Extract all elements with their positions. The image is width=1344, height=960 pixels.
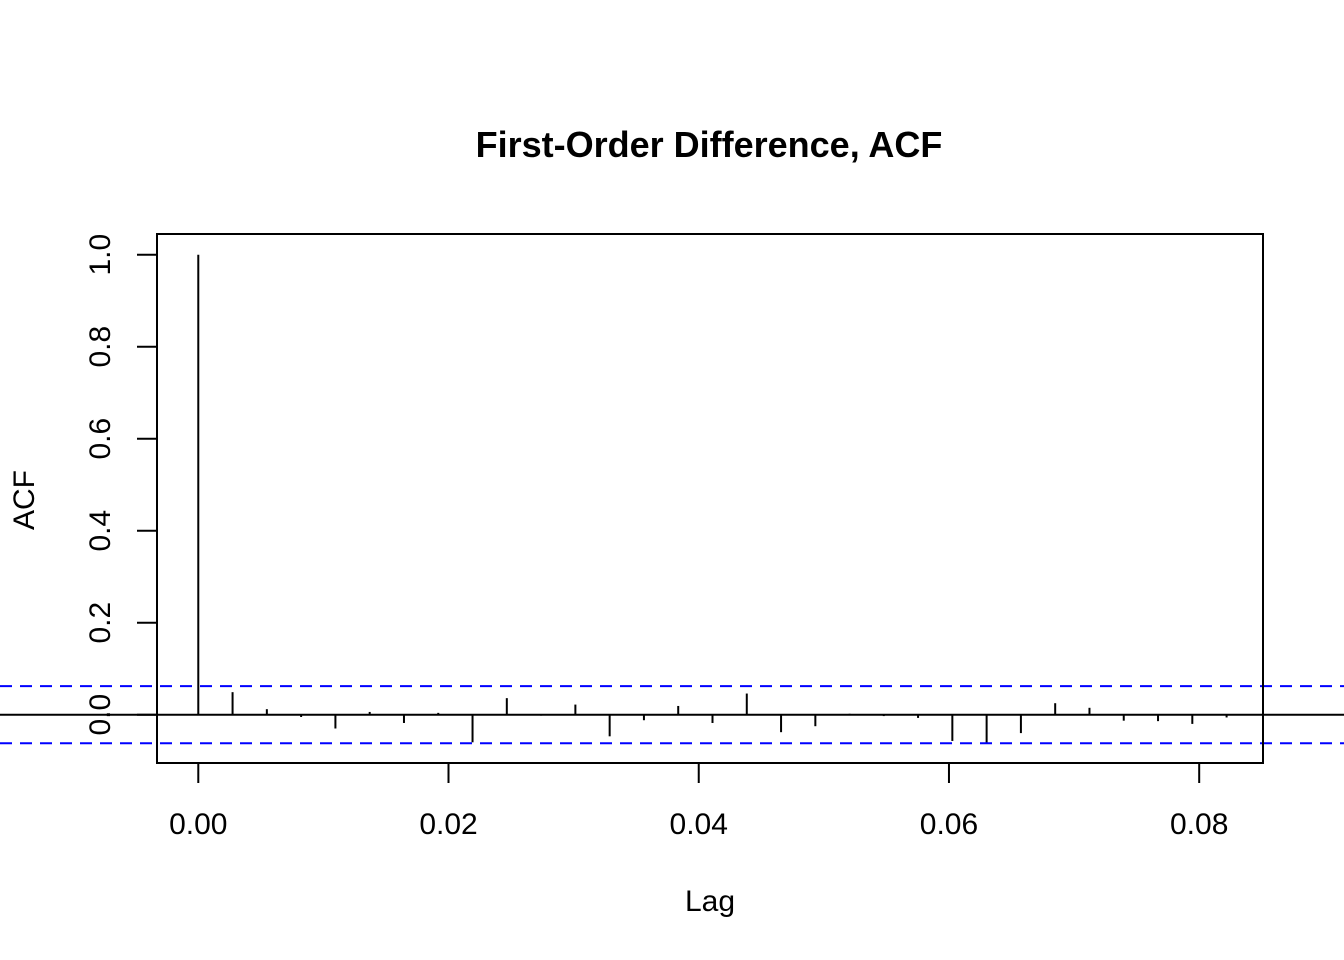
axes: 0.00 0.02 0.04 0.06 0.08 0.0 0.2 0.4 0.6 0.8 1.0 [84, 233, 1264, 841]
x-tick-label: 0.02 [419, 808, 477, 841]
x-axis-label: Lag [685, 885, 735, 918]
x-tick-label: 0.08 [1170, 808, 1228, 841]
y-axis-label: ACF [8, 470, 41, 530]
plot-frame [156, 233, 1264, 764]
y-tick-label: 1.0 [84, 234, 117, 276]
x-tick-label: 0.00 [169, 808, 227, 841]
plot-area [0, 254, 1344, 745]
y-tick-label: 0.8 [84, 326, 117, 368]
y-tick-label: 0.6 [84, 418, 117, 460]
y-tick-label: 0.4 [84, 510, 117, 552]
y-tick-label: 0.0 [84, 694, 117, 736]
chart-title: First-Order Difference, ACF [476, 124, 943, 165]
x-tick-label: 0.06 [920, 808, 978, 841]
x-tick-label: 0.04 [670, 808, 728, 841]
y-tick-label: 0.2 [84, 602, 117, 644]
